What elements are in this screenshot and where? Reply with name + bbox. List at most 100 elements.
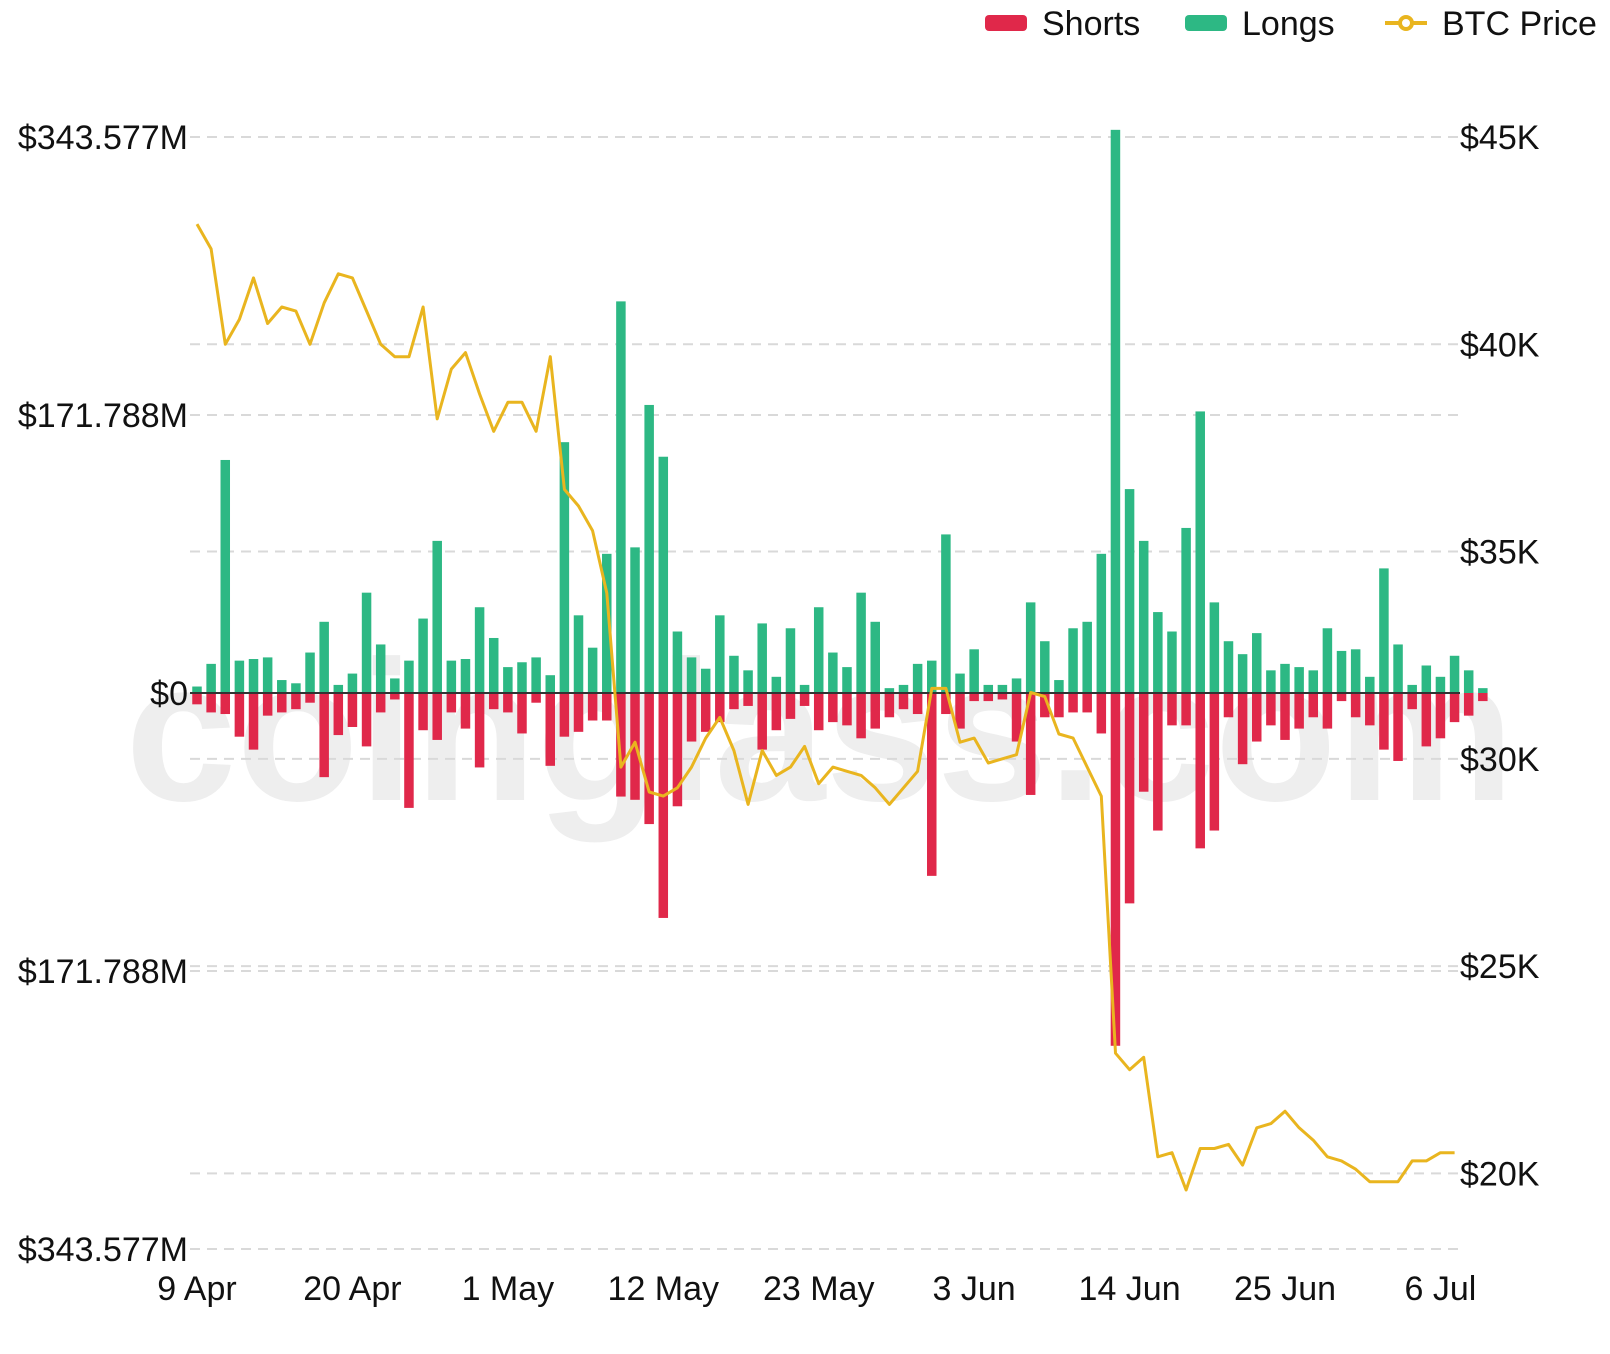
longs-bar[interactable]: [361, 592, 372, 693]
shorts-bar[interactable]: [785, 693, 796, 719]
shorts-bar[interactable]: [1322, 693, 1333, 729]
shorts-bar[interactable]: [375, 693, 386, 713]
longs-bar[interactable]: [347, 673, 358, 693]
shorts-bar[interactable]: [234, 693, 245, 737]
shorts-bar[interactable]: [686, 693, 697, 742]
shorts-bar[interactable]: [856, 693, 866, 739]
shorts-bar[interactable]: [559, 693, 570, 737]
shorts-bar[interactable]: [277, 693, 287, 713]
shorts-bar[interactable]: [1082, 693, 1092, 713]
longs-bar[interactable]: [277, 680, 287, 693]
shorts-bar[interactable]: [927, 693, 937, 876]
longs-bar[interactable]: [658, 456, 669, 693]
longs-bar[interactable]: [700, 668, 711, 693]
shorts-bar[interactable]: [446, 693, 457, 713]
longs-bar[interactable]: [573, 615, 584, 693]
shorts-bar[interactable]: [1463, 693, 1474, 716]
shorts-bar[interactable]: [1435, 693, 1446, 739]
longs-bar[interactable]: [1082, 621, 1092, 693]
shorts-bar[interactable]: [602, 693, 612, 721]
longs-bar[interactable]: [757, 623, 767, 693]
shorts-bar[interactable]: [828, 693, 838, 723]
shorts-bar[interactable]: [1181, 693, 1191, 726]
longs-bar[interactable]: [545, 675, 556, 693]
longs-bar[interactable]: [672, 631, 683, 693]
longs-bar[interactable]: [602, 553, 612, 693]
longs-bar[interactable]: [305, 652, 315, 693]
longs-bar[interactable]: [1153, 612, 1163, 693]
longs-bar[interactable]: [1478, 688, 1488, 693]
longs-bar[interactable]: [1040, 641, 1050, 693]
longs-bar[interactable]: [1096, 553, 1107, 693]
shorts-bar[interactable]: [1407, 693, 1417, 710]
longs-bar[interactable]: [884, 688, 895, 693]
shorts-bar[interactable]: [460, 693, 471, 729]
longs-bar[interactable]: [927, 660, 937, 693]
longs-bar[interactable]: [1195, 411, 1205, 693]
shorts-bar[interactable]: [1124, 693, 1135, 904]
shorts-bar[interactable]: [220, 693, 231, 715]
longs-bar[interactable]: [206, 663, 216, 693]
shorts-bar[interactable]: [969, 693, 979, 702]
longs-bar[interactable]: [898, 684, 909, 693]
shorts-bar[interactable]: [983, 693, 994, 702]
legend-item-btc-price[interactable]: BTC Price: [1385, 5, 1597, 43]
longs-bar[interactable]: [856, 592, 866, 693]
shorts-bar[interactable]: [1350, 693, 1361, 718]
shorts-bar[interactable]: [488, 693, 499, 710]
longs-bar[interactable]: [941, 534, 951, 693]
longs-bar[interactable]: [983, 684, 994, 693]
longs-bar[interactable]: [743, 670, 753, 693]
longs-bar[interactable]: [460, 659, 471, 693]
longs-bar[interactable]: [955, 673, 965, 693]
longs-bar[interactable]: [799, 684, 810, 693]
shorts-bar[interactable]: [757, 693, 767, 750]
longs-bar[interactable]: [842, 667, 852, 693]
longs-bar[interactable]: [686, 657, 697, 693]
longs-bar[interactable]: [630, 547, 640, 693]
longs-bar[interactable]: [503, 667, 513, 693]
legend-item-shorts[interactable]: Shorts: [985, 5, 1140, 43]
longs-bar[interactable]: [404, 660, 414, 693]
shorts-bar[interactable]: [1223, 693, 1234, 718]
legend[interactable]: Shorts Longs BTC Price: [985, 5, 1597, 43]
shorts-bar[interactable]: [1195, 693, 1205, 849]
shorts-bar[interactable]: [658, 693, 669, 918]
shorts-bar[interactable]: [474, 693, 485, 768]
shorts-bar[interactable]: [884, 693, 895, 718]
shorts-bar[interactable]: [1167, 693, 1177, 726]
shorts-bar[interactable]: [206, 693, 216, 713]
shorts-bar[interactable]: [347, 693, 358, 727]
longs-bar[interactable]: [729, 655, 739, 693]
longs-bar[interactable]: [912, 663, 923, 693]
shorts-bar[interactable]: [1393, 693, 1403, 761]
shorts-bar[interactable]: [1421, 693, 1432, 747]
longs-bar[interactable]: [1124, 489, 1135, 693]
shorts-bar[interactable]: [870, 693, 880, 729]
shorts-bar[interactable]: [1096, 693, 1107, 734]
shorts-bar[interactable]: [1068, 693, 1078, 713]
longs-bar[interactable]: [1054, 680, 1064, 693]
shorts-bar[interactable]: [503, 693, 513, 713]
shorts-bar[interactable]: [644, 693, 654, 825]
longs-bar[interactable]: [1449, 655, 1460, 693]
shorts-bar[interactable]: [1011, 693, 1022, 742]
longs-bar[interactable]: [1350, 649, 1361, 693]
shorts-bar[interactable]: [517, 693, 527, 734]
longs-bar[interactable]: [1025, 602, 1036, 693]
shorts-bar[interactable]: [997, 693, 1008, 700]
shorts-bar[interactable]: [898, 693, 909, 710]
longs-bar[interactable]: [1322, 628, 1333, 693]
shorts-bar[interactable]: [771, 693, 782, 731]
shorts-bar[interactable]: [1294, 693, 1304, 729]
longs-bar[interactable]: [220, 459, 231, 693]
shorts-bar[interactable]: [912, 693, 923, 715]
shorts-bar[interactable]: [743, 693, 753, 706]
longs-bar[interactable]: [1365, 676, 1375, 693]
shorts-bar[interactable]: [1280, 693, 1290, 740]
longs-bar[interactable]: [1252, 633, 1262, 693]
longs-bar[interactable]: [771, 676, 782, 693]
longs-bar[interactable]: [1138, 540, 1149, 693]
shorts-bar[interactable]: [1478, 693, 1488, 702]
longs-bar[interactable]: [1266, 670, 1276, 693]
